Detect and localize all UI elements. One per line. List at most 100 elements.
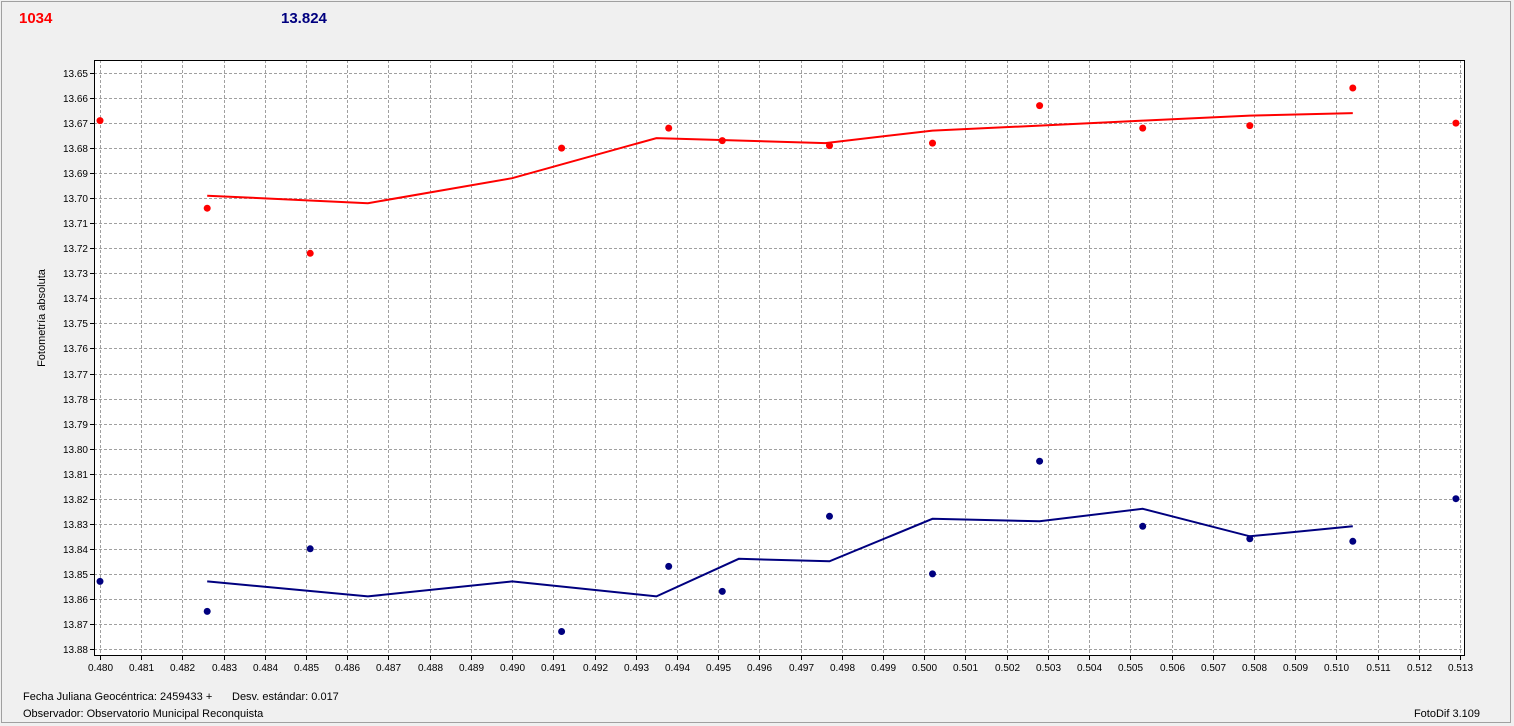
- header-left-value: 1034: [19, 10, 53, 27]
- y-tick-label: 13.65: [63, 69, 88, 80]
- y-axis: 13.65 13.66 13.67 13.68 13.69 13.70 13.71 13.72…: [63, 69, 94, 656]
- data-point: [96, 577, 104, 585]
- y-axis-label: Fotometría absoluta: [36, 268, 48, 367]
- y-tick-label: 13.68: [63, 144, 88, 155]
- julian-date-label: Fecha Juliana Geocéntrica: 2459433 +: [23, 691, 213, 703]
- x-tick-label: 0.510: [1324, 663, 1349, 674]
- x-tick-label: 0.482: [170, 663, 195, 674]
- x-tick-label: 0.488: [418, 663, 443, 674]
- series-blue: [96, 457, 1460, 635]
- x-tick-label: 0.512: [1407, 663, 1432, 674]
- x-tick-label: 0.496: [747, 663, 772, 674]
- trend-line: [207, 507, 1353, 598]
- x-tick-label: 0.498: [830, 663, 855, 674]
- y-tick-label: 13.85: [63, 570, 88, 581]
- std-deviation-label: Desv. estándar: 0.017: [232, 691, 339, 703]
- x-tick-label: 0.483: [212, 663, 237, 674]
- grid-horizontal: [94, 73, 1465, 650]
- data-point: [558, 628, 566, 635]
- y-tick-label: 13.81: [63, 470, 88, 481]
- data-point: [929, 570, 936, 578]
- y-tick-label: 13.88: [63, 645, 88, 656]
- y-tick-label: 13.72: [63, 244, 88, 255]
- y-tick-label: 13.67: [63, 119, 88, 130]
- trend-line: [207, 112, 1353, 205]
- data-point: [826, 142, 833, 150]
- x-tick-label: 0.493: [624, 663, 649, 674]
- x-tick-label: 0.505: [1118, 663, 1143, 674]
- y-tick-label: 13.84: [63, 545, 88, 556]
- grid-vertical: [100, 60, 1461, 656]
- y-tick-label: 13.87: [63, 620, 88, 631]
- x-tick-label: 0.513: [1448, 663, 1473, 674]
- x-tick-label: 0.511: [1366, 663, 1391, 674]
- data-point: [1452, 495, 1460, 503]
- x-tick-label: 0.490: [500, 663, 525, 674]
- y-tick-label: 13.79: [63, 420, 88, 431]
- data-point: [929, 139, 936, 147]
- app-version-label: FotoDif 3.109: [1413, 708, 1480, 720]
- observer-label: Observador: Observatorio Municipal Recon…: [23, 708, 264, 720]
- x-tick-label: 0.508: [1242, 663, 1267, 674]
- data-point: [306, 249, 314, 257]
- x-tick-label: 0.507: [1201, 663, 1226, 674]
- x-tick-label: 0.502: [995, 663, 1020, 674]
- data-point: [1139, 522, 1147, 530]
- header-right-value: 13.824: [281, 10, 327, 27]
- y-tick-label: 13.77: [63, 370, 88, 381]
- data-point: [306, 545, 314, 553]
- x-tick-label: 0.491: [541, 663, 566, 674]
- y-tick-label: 13.71: [63, 219, 88, 230]
- x-tick-label: 0.506: [1160, 663, 1185, 674]
- x-tick-label: 0.480: [88, 663, 113, 674]
- x-tick-label: 0.486: [335, 663, 360, 674]
- x-tick-label: 0.485: [294, 663, 319, 674]
- data-point: [665, 124, 673, 132]
- y-tick-label: 13.70: [63, 194, 88, 205]
- x-tick-label: 0.492: [583, 663, 608, 674]
- x-tick-label: 0.481: [129, 663, 154, 674]
- y-tick-label: 13.78: [63, 395, 88, 406]
- data-point: [1349, 84, 1357, 92]
- x-tick-label: 0.494: [665, 663, 690, 674]
- y-tick-label: 13.83: [63, 520, 88, 531]
- data-point: [1036, 457, 1044, 465]
- data-point: [558, 144, 566, 152]
- x-tick-label: 0.503: [1036, 663, 1061, 674]
- x-tick-label: 0.500: [912, 663, 937, 674]
- data-point: [203, 204, 211, 212]
- data-point: [665, 562, 673, 570]
- y-tick-label: 13.80: [63, 445, 88, 456]
- data-point: [826, 512, 833, 520]
- y-tick-label: 13.76: [63, 344, 88, 355]
- x-tick-label: 0.495: [706, 663, 731, 674]
- series-layer: [96, 84, 1460, 635]
- data-point: [1036, 102, 1044, 110]
- data-point: [718, 587, 726, 595]
- y-tick-label: 13.66: [63, 94, 88, 105]
- data-point: [1246, 122, 1254, 130]
- data-point: [1246, 535, 1254, 543]
- y-tick-label: 13.82: [63, 495, 88, 506]
- x-tick-label: 0.501: [953, 663, 978, 674]
- plot-area: [94, 60, 1465, 656]
- x-tick-label: 0.497: [789, 663, 814, 674]
- x-tick-label: 0.489: [459, 663, 484, 674]
- plot-border: [94, 60, 1465, 656]
- x-tick-label: 0.484: [253, 663, 278, 674]
- x-tick-label: 0.509: [1283, 663, 1308, 674]
- x-tick-label: 0.504: [1077, 663, 1102, 674]
- series-red: [96, 84, 1460, 257]
- x-tick-label: 0.499: [871, 663, 896, 674]
- y-tick-label: 13.86: [63, 595, 88, 606]
- x-axis: 0.480 0.481 0.482 0.483 0.484 0.485 0.486 0.487…: [88, 656, 1473, 674]
- data-point: [1139, 124, 1147, 132]
- y-tick-label: 13.75: [63, 319, 88, 330]
- data-point: [1452, 119, 1460, 127]
- data-point: [96, 117, 104, 125]
- x-tick-label: 0.487: [376, 663, 401, 674]
- y-tick-label: 13.69: [63, 169, 88, 180]
- photometry-chart: 0.480 0.481 0.482 0.483 0.484 0.485 0.486 0.487…: [36, 60, 1473, 674]
- data-point: [1349, 537, 1357, 545]
- y-tick-label: 13.73: [63, 269, 88, 280]
